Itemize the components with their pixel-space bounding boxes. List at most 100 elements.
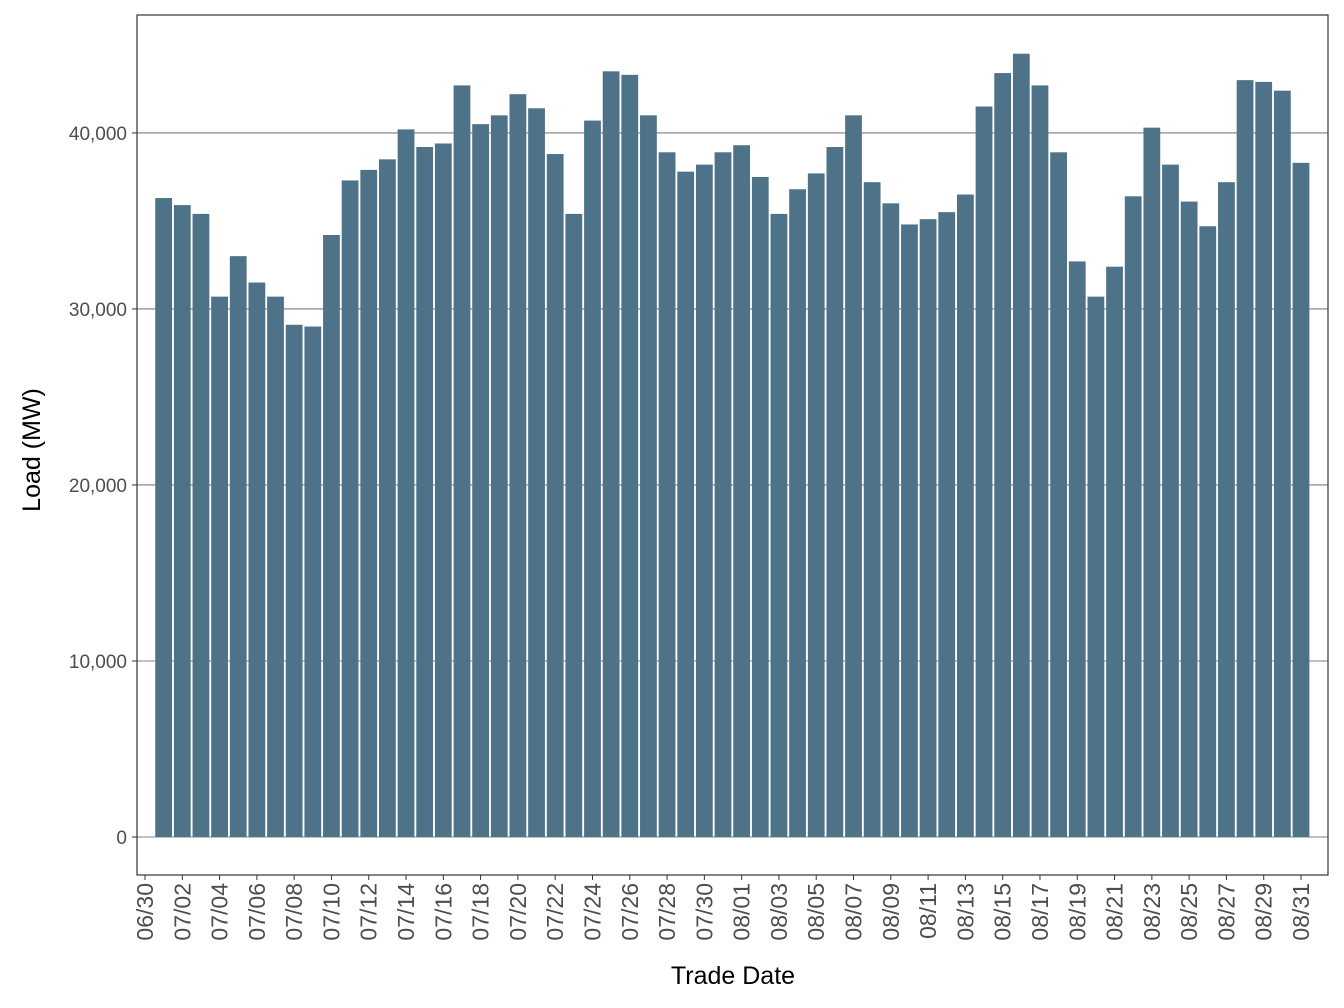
bar [621,74,639,837]
bar [192,213,210,837]
x-tick-label: 07/24 [579,883,605,941]
x-tick-label: 07/08 [281,883,307,941]
x-tick-label: 07/12 [356,883,382,941]
x-tick-label: 08/29 [1251,883,1277,941]
bar [733,145,751,837]
x-tick-label: 08/13 [952,883,978,941]
bar [1236,80,1254,837]
x-axis-title: Trade Date [671,962,795,990]
bar [490,115,508,837]
x-tick-label: 08/23 [1139,883,1165,941]
x-tick-label: 07/14 [393,883,419,941]
bar [882,203,900,837]
bar [397,129,415,837]
bar [528,108,545,837]
x-tick-label: 08/03 [766,883,792,941]
bar [453,85,471,837]
bar [267,296,284,837]
bar [901,224,918,837]
bar [1162,164,1179,837]
x-tick-label: 08/31 [1288,883,1314,941]
bar [173,205,191,837]
bar [1218,182,1235,837]
y-tick-label: 20,000 [69,476,127,497]
bar [1068,261,1086,837]
y-axis-title: Load (MW) [18,388,46,512]
x-tick-label: 08/15 [990,883,1016,941]
y-tick-label: 0 [116,828,127,849]
x-tick-label: 07/04 [207,883,233,941]
x-tick-label: 08/21 [1102,883,1128,941]
bar [994,73,1012,837]
bar [546,154,564,837]
bar [285,324,303,837]
x-tick-label: 07/22 [542,883,568,941]
x-tick-label: 07/30 [691,883,717,941]
bar [1050,152,1068,837]
plot-border [136,14,1329,876]
bar [1012,53,1030,837]
bar [695,164,713,837]
x-tick-label: 08/11 [915,883,941,939]
bar [714,152,732,837]
bar [1273,90,1291,837]
x-tick-label: 08/17 [1027,883,1053,941]
x-tick-label: 07/20 [505,883,531,941]
x-tick-label: 07/06 [244,883,270,941]
bar [472,124,490,837]
x-tick-label: 08/27 [1213,883,1239,941]
bar [1124,196,1142,837]
bar [863,182,881,837]
y-tick-label: 40,000 [69,124,127,145]
x-tick-label: 07/10 [318,883,344,941]
bar [1143,127,1161,837]
y-tick-label: 30,000 [69,300,127,321]
bar [770,213,788,837]
bar [1199,226,1217,837]
bar [677,171,695,837]
bar [1031,85,1049,837]
x-tick-label: 06/30 [132,883,158,941]
x-tick-label: 08/25 [1176,883,1202,941]
bar [751,176,769,837]
bar [155,198,173,837]
bar [1087,296,1105,837]
bar [845,115,862,837]
bar [1292,162,1310,837]
x-tick-label: 07/16 [430,883,456,941]
x-tick-label: 08/09 [878,883,904,941]
x-tick-label: 07/26 [617,883,643,941]
x-tick-label: 08/19 [1064,883,1090,941]
x-tick-label: 07/18 [468,883,494,941]
bar [938,212,956,837]
bar [789,189,806,837]
bar [975,106,993,837]
bar [602,71,620,837]
bar [640,115,657,837]
bar [509,94,527,837]
x-tick-label: 08/01 [729,883,755,941]
x-tick-label: 08/07 [841,883,867,941]
y-tick-label: 10,000 [69,652,127,673]
bar [341,180,359,837]
bar [807,173,825,837]
bar [434,143,452,837]
bar [826,147,844,837]
bar [565,213,583,837]
x-tick-label: 08/05 [803,883,829,941]
bar [1255,81,1273,837]
bar [229,256,247,837]
bar [1106,266,1123,837]
x-tick-label: 07/28 [654,883,680,941]
bar [658,152,676,837]
bar [360,169,378,837]
bar [378,159,396,837]
bar [248,282,266,837]
bar [416,147,434,837]
bar [1180,201,1198,837]
bar [956,194,974,837]
x-tick-label: 07/02 [169,883,195,941]
bar [919,219,937,837]
bar [211,296,228,837]
